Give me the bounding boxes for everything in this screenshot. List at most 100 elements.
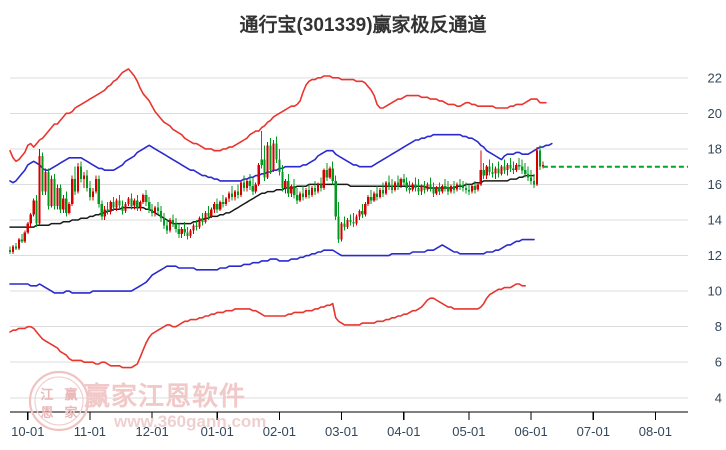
candle-body: [494, 168, 497, 174]
candle-body: [325, 170, 328, 178]
candle-body: [53, 179, 56, 206]
candle-body: [512, 168, 515, 171]
candle-body: [331, 168, 334, 181]
candle-body: [530, 177, 533, 181]
candle-body: [260, 159, 263, 165]
candle-body: [497, 168, 500, 174]
candle-body: [56, 188, 59, 206]
candle-body: [65, 198, 68, 213]
candle-body: [245, 180, 248, 188]
candle-body: [453, 186, 456, 190]
x-axis-tick-label: 02-01: [263, 424, 296, 439]
gridlines: [10, 77, 688, 399]
candle-body: [361, 211, 364, 215]
candle-body: [485, 166, 488, 176]
candle-body: [162, 218, 166, 226]
candle-body: [527, 173, 530, 178]
candle-body: [379, 189, 382, 197]
candle-body: [242, 182, 245, 188]
candle-body: [435, 188, 438, 194]
candle-body: [59, 188, 62, 210]
candle-body: [41, 156, 44, 192]
candle-body: [319, 184, 322, 188]
y-axis-tick-label: 12: [708, 248, 722, 263]
candle-body: [307, 189, 311, 196]
candle-body: [112, 202, 115, 208]
candle-body: [518, 164, 521, 167]
candle-body: [115, 200, 118, 208]
candle-body: [77, 166, 80, 192]
candle-body: [236, 191, 240, 196]
candle-body: [32, 200, 35, 215]
candle-body: [355, 216, 358, 224]
candle-body: [399, 179, 402, 187]
candle-body: [124, 204, 127, 212]
candle-body: [38, 156, 41, 224]
candle-body: [151, 209, 154, 213]
candle-body: [290, 186, 293, 194]
candle-body: [411, 184, 414, 190]
candle-body: [11, 246, 15, 252]
candle-body: [210, 209, 213, 217]
candle-body: [159, 211, 163, 219]
candle-body: [346, 220, 349, 228]
candle-body: [97, 179, 100, 204]
candle-body: [387, 182, 391, 187]
candle-body: [488, 166, 491, 172]
candle-body: [74, 179, 77, 192]
candle-body: [201, 218, 204, 222]
channel-line: [9, 238, 535, 294]
candle-body: [432, 188, 435, 194]
candle-body: [408, 188, 411, 190]
candle-body: [207, 212, 210, 217]
candle-body: [195, 225, 198, 228]
candle-body: [85, 175, 89, 188]
x-axis-tick-label: 11-01: [74, 424, 106, 439]
candle-body: [183, 228, 186, 233]
candle-body: [296, 195, 299, 201]
candle-body: [278, 159, 281, 172]
y-axis-tick-label: 4: [715, 390, 722, 405]
candle-body: [373, 193, 376, 201]
candle-body: [506, 164, 509, 171]
candle-body: [103, 209, 106, 217]
candle-body: [168, 220, 171, 231]
candle-body: [381, 189, 385, 194]
candle-body: [29, 214, 32, 224]
candle-body: [213, 204, 216, 210]
candle-body: [524, 170, 527, 174]
candle-body: [165, 225, 168, 231]
candle-body: [80, 166, 83, 180]
candle-body: [222, 202, 225, 204]
candle-body: [148, 202, 151, 210]
candle-body: [352, 221, 355, 224]
candle-body: [171, 220, 174, 224]
candle-body: [127, 198, 130, 204]
x-axis-tick-label: 07-01: [577, 424, 610, 439]
candle-body: [293, 186, 296, 196]
candle-body: [337, 216, 340, 240]
x-axis-tick-label: 05-01: [452, 424, 485, 439]
candle-body: [426, 184, 429, 190]
candle-body: [281, 172, 284, 188]
candle-body: [476, 184, 479, 190]
candle-body: [500, 166, 503, 174]
channel-line: [9, 133, 553, 184]
candle-body: [177, 228, 180, 235]
candle-body: [316, 184, 319, 192]
y-axis-tick-label: 22: [708, 70, 722, 85]
candle-body: [198, 218, 201, 228]
candle-body: [254, 184, 257, 192]
candle-body: [479, 170, 482, 185]
candle-body: [313, 188, 317, 192]
candle-body: [136, 200, 139, 208]
candle-body: [269, 145, 272, 171]
candle-body: [393, 182, 396, 190]
x-axis-tick-label: 08-01: [639, 424, 672, 439]
candle-body: [26, 223, 29, 233]
candle-body: [515, 164, 518, 171]
candle-body: [47, 172, 50, 206]
candle-body: [263, 159, 266, 178]
